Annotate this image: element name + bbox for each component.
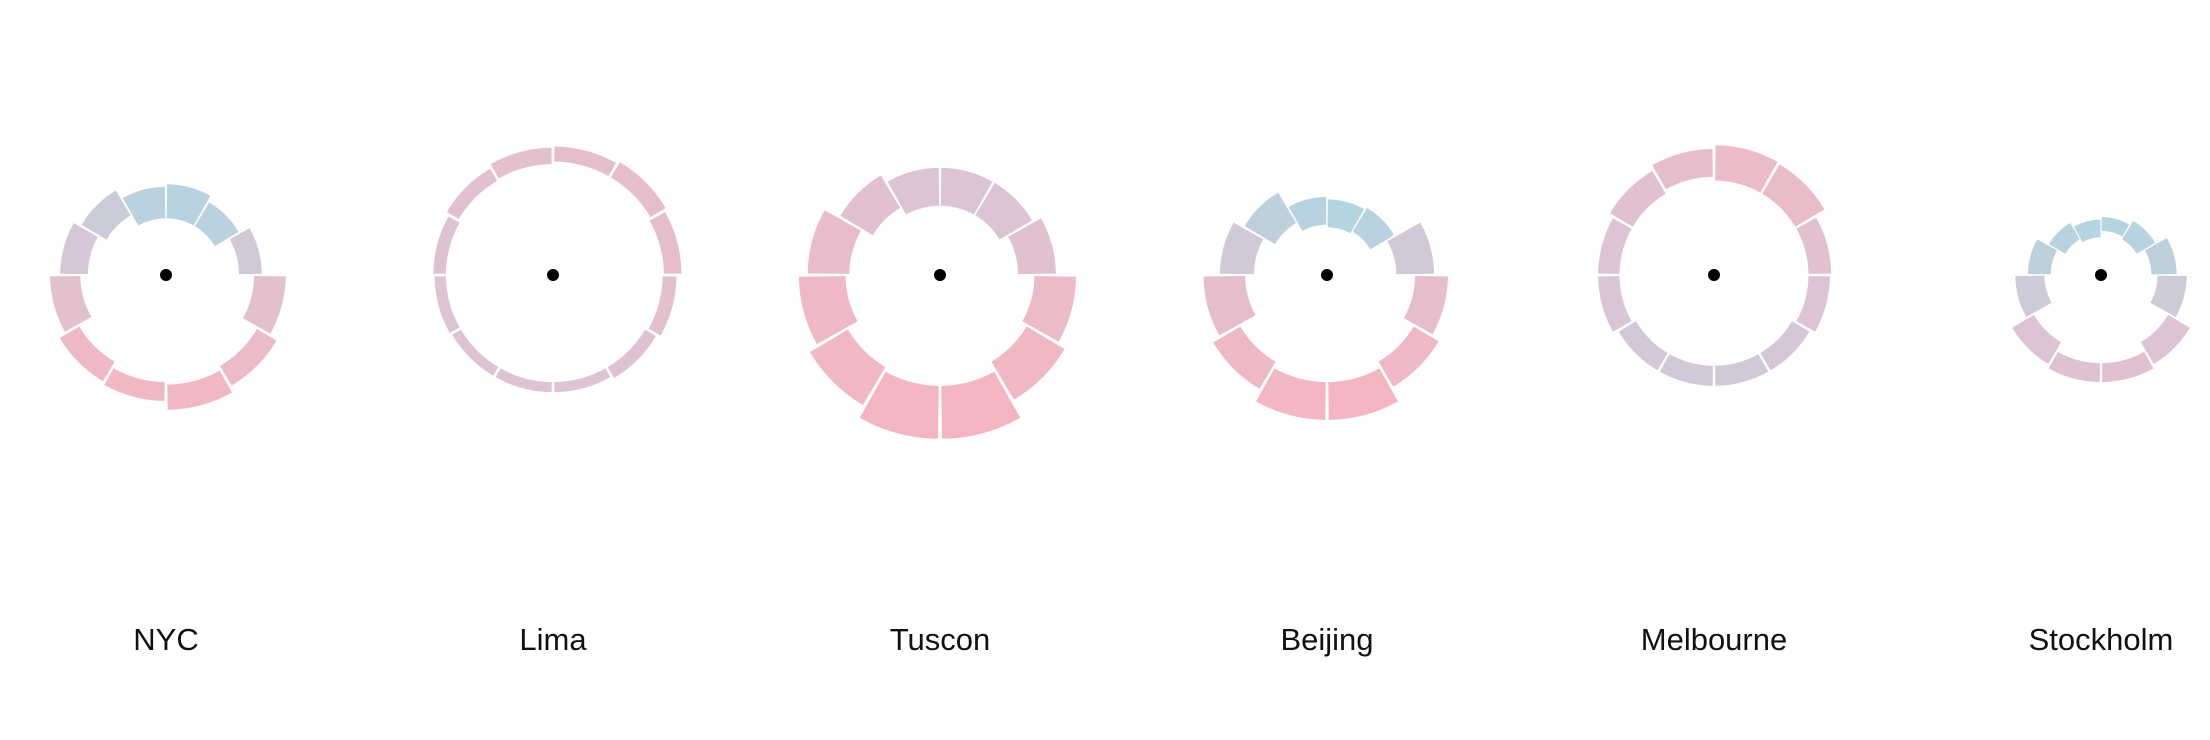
center-dot [547, 269, 559, 281]
center-dot [934, 269, 946, 281]
radial-segment [229, 228, 262, 275]
radial-segment [940, 167, 993, 215]
radial-segment [1609, 170, 1666, 227]
radial-segment [1352, 207, 1395, 250]
radial-segment [1378, 326, 1439, 387]
radial-segment [2140, 314, 2190, 364]
radial-segment [1715, 354, 1769, 386]
radial-chart-melbourne: Melbourne [1598, 145, 1832, 657]
radial-segment [1796, 276, 1830, 332]
radial-segment [1213, 326, 1276, 389]
radial-segment [59, 326, 115, 382]
radial-segment [2048, 222, 2080, 254]
city-label: NYC [133, 622, 198, 657]
radial-segment [2012, 314, 2062, 364]
radial-segment [1659, 354, 1713, 386]
radial-chart-nyc: NYC [50, 184, 286, 657]
radial-segment [975, 182, 1033, 240]
radial-segment [991, 326, 1065, 400]
radial-segment [1762, 164, 1825, 227]
radial-segment [2048, 351, 2100, 383]
radial-segment [434, 276, 460, 333]
radial-segment [2101, 217, 2130, 237]
radial-segment [1244, 192, 1297, 245]
radial-chart-beijing: Beijing [1203, 192, 1448, 657]
radial-segment [220, 329, 277, 386]
radial-segment [1328, 368, 1398, 420]
radial-segment [490, 147, 552, 179]
radial-segment [2144, 237, 2177, 275]
radial-segment [81, 190, 131, 240]
radial-segment [194, 202, 239, 247]
radial-segment [166, 184, 211, 226]
radial-segment [554, 368, 611, 393]
radial-segment [809, 329, 886, 406]
radial-segment [798, 276, 858, 345]
radial-segment [1760, 321, 1810, 371]
radial-chart-stockholm: Stockholm [2012, 217, 2190, 657]
center-dot [1708, 269, 1720, 281]
radial-segment [649, 212, 682, 274]
radial-segment [104, 368, 165, 401]
radial-segment [1796, 217, 1832, 274]
radial-segment [50, 276, 92, 332]
radial-segment [1598, 218, 1632, 274]
radial-segment [2102, 351, 2154, 383]
radial-segment [607, 329, 656, 378]
radial-segment [452, 329, 499, 376]
radial-segment [648, 276, 677, 336]
radial-segment [433, 216, 460, 274]
radial-segment [2122, 220, 2156, 254]
radial-segment [840, 175, 901, 236]
radial-segment [1288, 196, 1327, 232]
city-label: Lima [519, 622, 587, 657]
city-label: Melbourne [1641, 622, 1787, 657]
radial-segment [859, 371, 939, 439]
radial-segment [60, 223, 98, 275]
radial-segment [446, 168, 498, 220]
city-label: Tuscon [890, 622, 991, 657]
center-dot [160, 269, 172, 281]
radial-segment [610, 162, 666, 218]
radial-segment [1008, 218, 1056, 275]
radial-chart-lima: Lima [433, 146, 682, 657]
radial-segment [1022, 276, 1077, 342]
radial-segment [807, 210, 861, 274]
radial-segment [167, 370, 233, 410]
city-label: Stockholm [2029, 622, 2174, 657]
radial-segment [1203, 275, 1256, 336]
center-dot [1321, 269, 1333, 281]
radial-segment [1327, 199, 1365, 234]
radial-segment [2027, 239, 2058, 275]
radial-segment [1598, 276, 1632, 332]
radial-segment [1618, 321, 1668, 371]
radial-segment [887, 167, 940, 215]
center-dot [2095, 269, 2107, 281]
radial-segment [495, 368, 552, 393]
radial-segment [1387, 222, 1435, 275]
radial-segment [2073, 219, 2101, 243]
radial-segment [242, 276, 286, 334]
city-label: Beijing [1280, 622, 1373, 657]
radial-segment [554, 146, 616, 177]
radial-segment [1652, 149, 1713, 190]
radial-segment [2150, 275, 2187, 317]
radial-segment [1219, 222, 1264, 275]
radial-segment [2015, 275, 2052, 317]
radial-segment [122, 186, 166, 226]
radial-segment [1403, 276, 1448, 335]
radial-chart-tuscon: Tuscon [798, 167, 1077, 657]
radial-segment [1256, 368, 1326, 420]
radial-segment [1715, 145, 1778, 193]
radial-segment [941, 371, 1021, 439]
